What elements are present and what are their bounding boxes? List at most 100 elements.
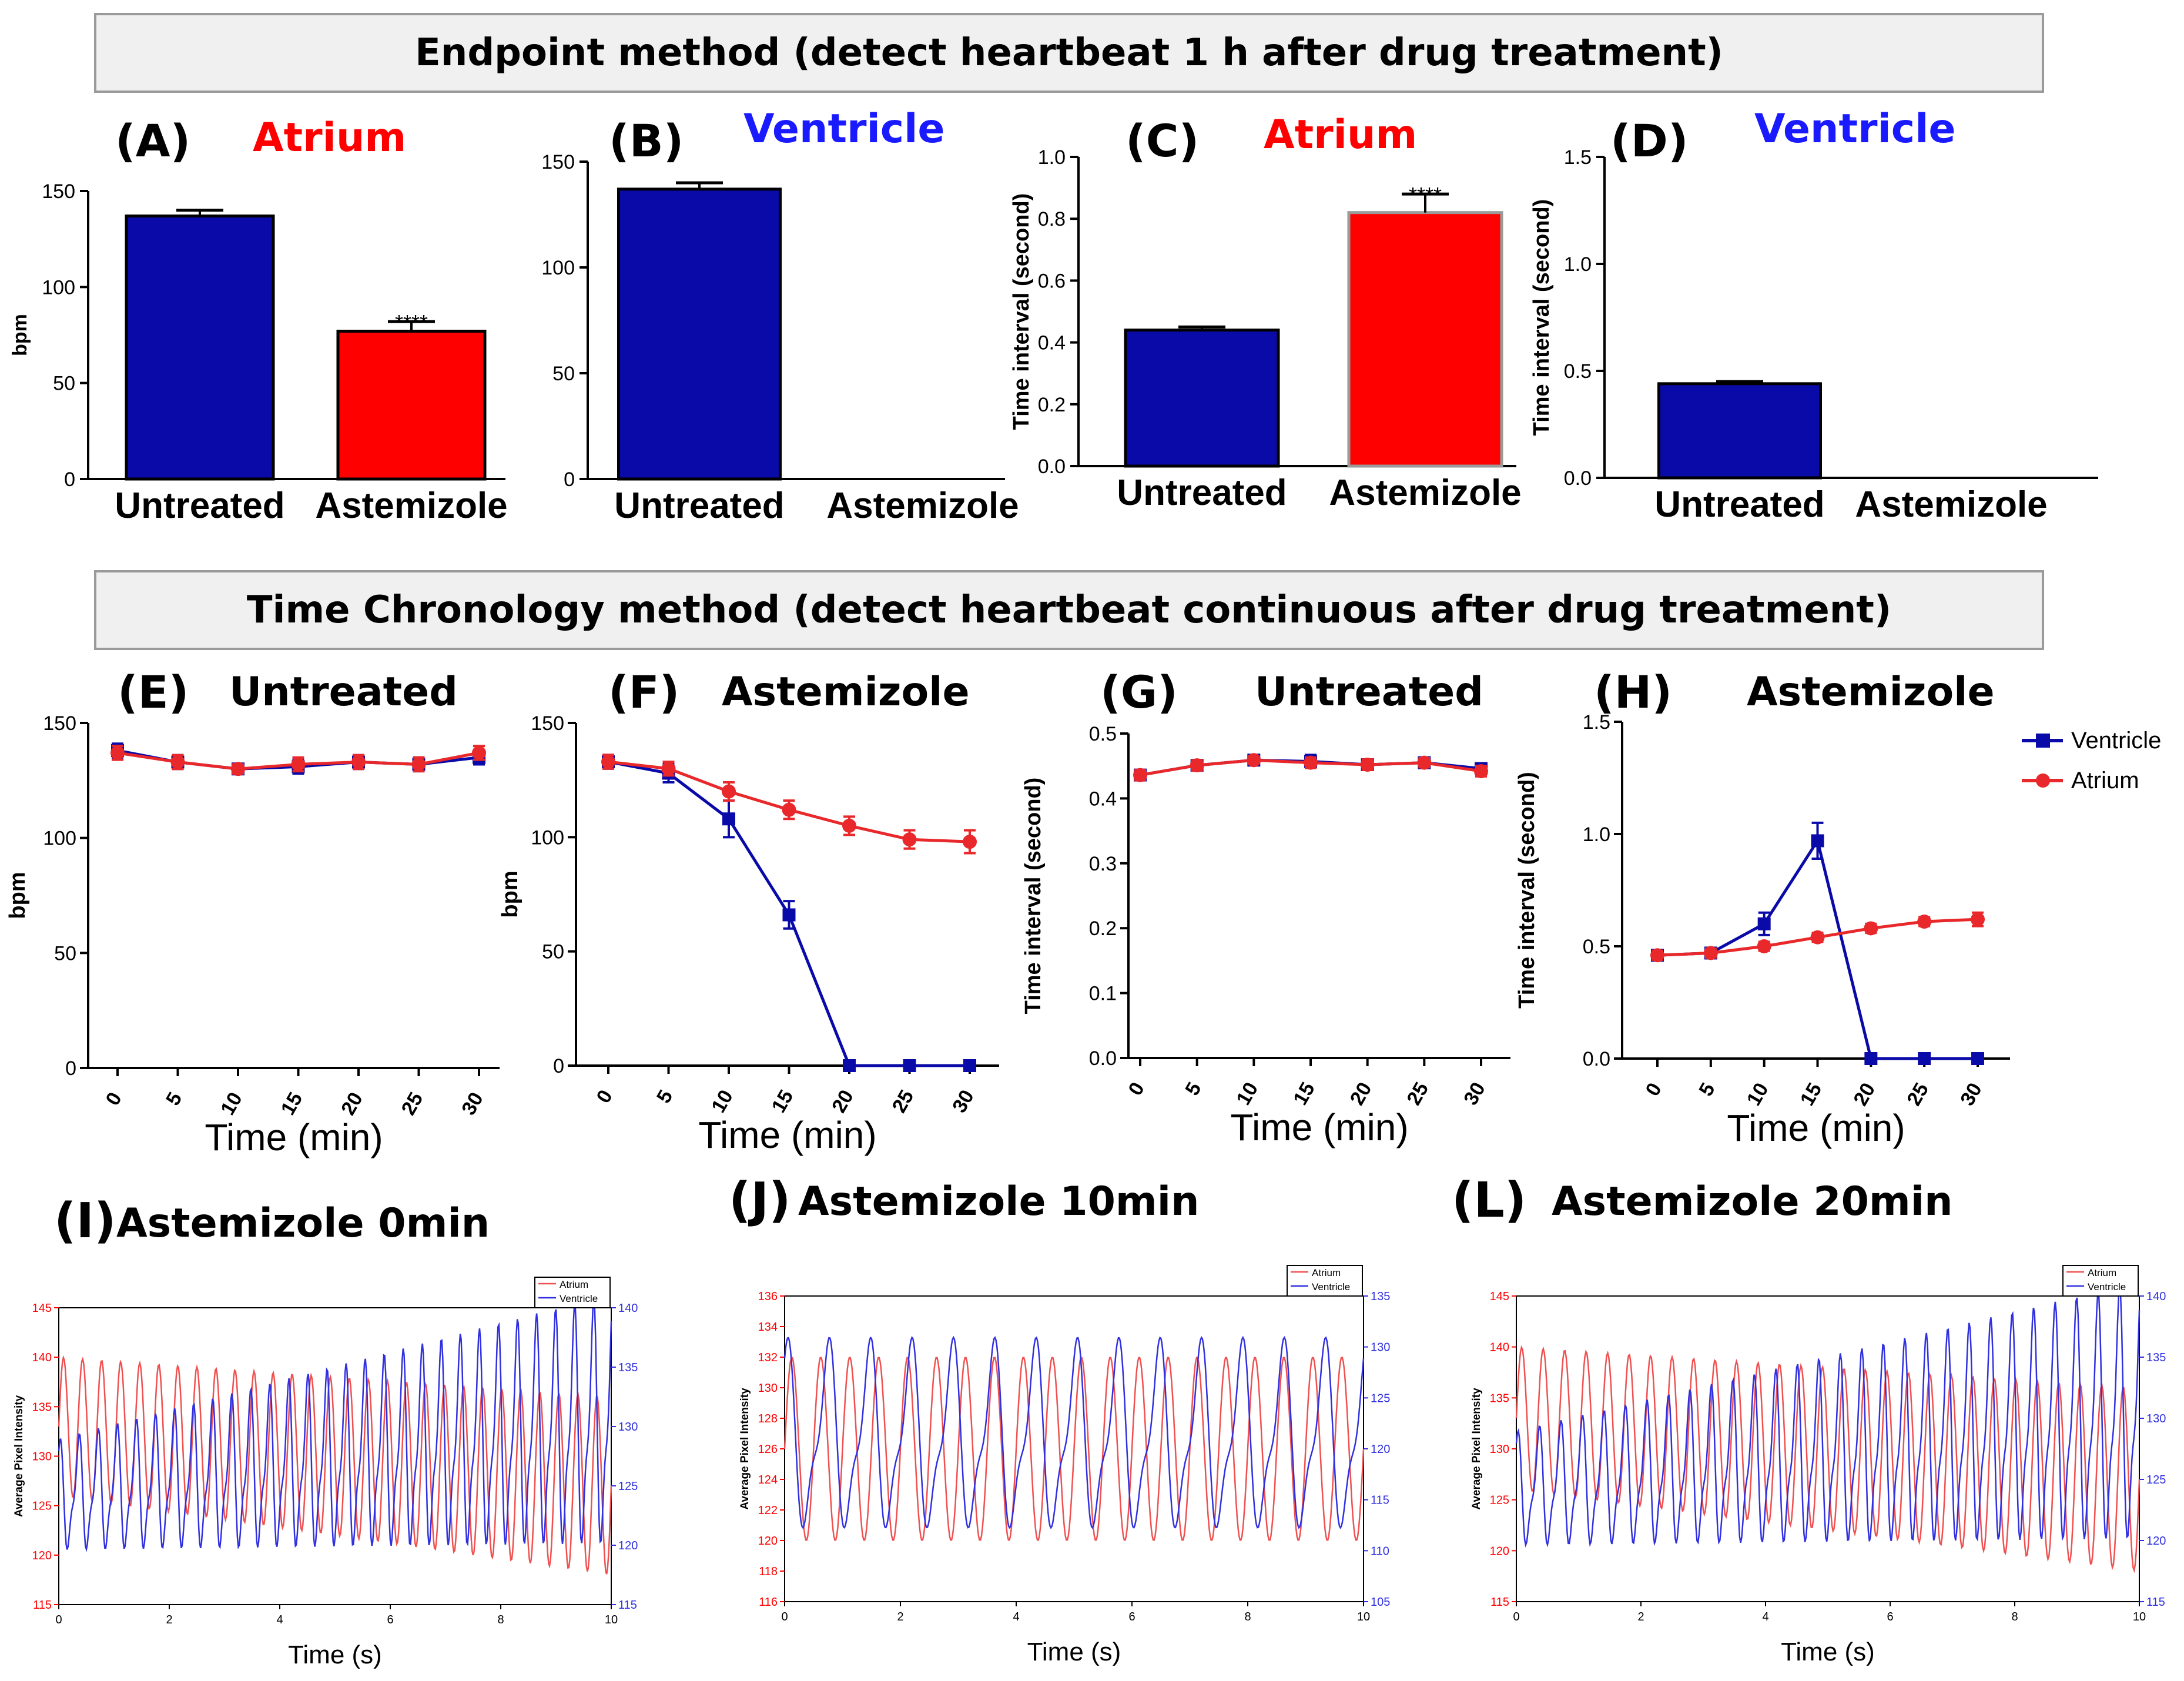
data-point-atrium bbox=[1247, 753, 1261, 768]
x-tick-label: 5 bbox=[162, 1089, 186, 1109]
x-category-label: Astemizole bbox=[826, 485, 1019, 526]
y-tick-label: 0 bbox=[553, 1055, 564, 1077]
x-category-label: Astemizole bbox=[315, 485, 507, 526]
y-left-tick-label: 145 bbox=[1490, 1290, 1509, 1303]
x-tick-label: 20 bbox=[337, 1089, 367, 1119]
y-left-tick-label: 130 bbox=[1490, 1443, 1509, 1456]
y-left-tick-label: 140 bbox=[32, 1351, 52, 1364]
waveform-legend-label: Atrium bbox=[2088, 1267, 2116, 1278]
trace-atrium bbox=[783, 1357, 1365, 1541]
data-point-atrium bbox=[1971, 912, 1985, 927]
x-tick-label: 8 bbox=[2011, 1610, 2018, 1623]
x-tick-label: 15 bbox=[768, 1086, 798, 1117]
data-point-atrium bbox=[1417, 755, 1432, 770]
waveform-legend-label: Atrium bbox=[1312, 1267, 1341, 1278]
y-tick-label: 0.0 bbox=[1583, 1048, 1610, 1070]
y-left-tick-label: 134 bbox=[758, 1321, 778, 1334]
y-left-tick-label: 120 bbox=[758, 1535, 778, 1548]
data-point-atrium bbox=[1810, 930, 1825, 945]
x-tick-label: 10 bbox=[1232, 1079, 1262, 1109]
bar-astemizole bbox=[336, 329, 487, 481]
y-tick-label: 0.5 bbox=[1564, 360, 1592, 383]
y-right-tick-label: 140 bbox=[618, 1302, 638, 1315]
waveform-legend-label: Ventricle bbox=[2088, 1281, 2126, 1292]
y-right-tick-label: 130 bbox=[618, 1421, 638, 1434]
y-axis-label: Time interval (second) bbox=[1009, 193, 1034, 430]
x-tick-label: 0 bbox=[102, 1089, 126, 1109]
y-tick-label: 0 bbox=[65, 1057, 76, 1080]
panel-e-title: Untreated bbox=[229, 669, 458, 715]
trace-atrium bbox=[58, 1355, 612, 1575]
y-left-tick-label: 145 bbox=[32, 1302, 52, 1315]
legend-swatch-atrium bbox=[2022, 773, 2063, 788]
data-point-atrium bbox=[842, 818, 856, 833]
waveform-legend-label: Ventricle bbox=[1312, 1281, 1350, 1292]
legend-item-ventricle: Ventricle bbox=[2022, 723, 2161, 758]
data-point-atrium bbox=[1190, 758, 1204, 773]
y-right-tick-label: 140 bbox=[2146, 1290, 2166, 1303]
y-tick-label: 0 bbox=[564, 468, 575, 491]
significance-label: **** bbox=[395, 310, 428, 334]
trace-ventricle bbox=[1515, 1286, 2141, 1548]
y-left-tick-label: 118 bbox=[759, 1565, 778, 1578]
data-point-ventricle bbox=[1811, 834, 1824, 848]
x-tick-label: 4 bbox=[1013, 1610, 1019, 1623]
y-tick-label: 0.2 bbox=[1089, 917, 1117, 940]
data-point-ventricle bbox=[843, 1059, 856, 1072]
waveform-legend-label: Atrium bbox=[560, 1279, 588, 1290]
y-left-tick-label: 135 bbox=[1490, 1392, 1509, 1405]
legend-item-atrium: Atrium bbox=[2022, 763, 2139, 798]
y-axis-label: Average Pixel Intensity bbox=[739, 1388, 751, 1510]
y-right-tick-label: 135 bbox=[2146, 1351, 2166, 1364]
x-tick-label: 6 bbox=[1887, 1610, 1893, 1623]
trace-ventricle bbox=[58, 1298, 612, 1552]
panel-l-title: Astemizole 20min bbox=[1552, 1178, 1953, 1225]
waveform-astemizole-20min: 115 120 125 130 135 140 145 115 120 125 130 135 140 0… bbox=[1470, 1265, 2166, 1666]
x-axis-label: Time (min) bbox=[1727, 1107, 1905, 1149]
x-tick-label: 10 bbox=[1743, 1079, 1773, 1110]
x-tick-label: 10 bbox=[2133, 1610, 2146, 1623]
bar-chart-ventricle-bpm: 0 50 100 150 Untreated Astemizole bbox=[541, 151, 1019, 526]
endpoint-method-banner: Endpoint method (detect heartbeat 1 h af… bbox=[94, 13, 2044, 93]
y-left-tick-label: 125 bbox=[1490, 1494, 1509, 1507]
line-chart-astemizole-interval: 0.0 0.5 1.0 1.5 0 5 10 15 20 25 30 Time (min) Time i… bbox=[1515, 711, 2010, 1149]
data-point-atrium bbox=[1757, 939, 1771, 953]
y-left-tick-label: 135 bbox=[32, 1401, 52, 1414]
x-tick-label: 8 bbox=[1244, 1610, 1251, 1623]
data-point-atrium bbox=[601, 755, 615, 769]
x-category-label: Astemizole bbox=[1329, 473, 1521, 513]
legend-label-atrium: Atrium bbox=[2071, 767, 2139, 793]
y-tick-label: 0 bbox=[64, 468, 75, 491]
x-tick-label: 5 bbox=[1181, 1079, 1205, 1099]
x-axis-label: Time (min) bbox=[698, 1114, 876, 1156]
y-tick-label: 1.0 bbox=[1583, 823, 1610, 846]
bar-untreated bbox=[617, 187, 782, 481]
panel-f-title: Astemizole bbox=[722, 669, 970, 715]
x-tick-label: 2 bbox=[1637, 1610, 1644, 1623]
significance-label: **** bbox=[1409, 183, 1442, 207]
y-tick-label: 50 bbox=[542, 941, 564, 963]
x-tick-label: 0 bbox=[592, 1086, 617, 1107]
panel-j-title: Astemizole 10min bbox=[798, 1178, 1200, 1225]
y-left-tick-label: 115 bbox=[1490, 1596, 1509, 1609]
bar-untreated bbox=[125, 214, 275, 481]
panel-i-title: Astemizole 0min bbox=[116, 1200, 490, 1247]
data-point-atrium bbox=[1703, 946, 1718, 960]
panel-c-title: Atrium bbox=[1264, 112, 1418, 158]
y-tick-label: 1.5 bbox=[1564, 146, 1592, 169]
x-tick-label: 20 bbox=[1849, 1079, 1880, 1110]
x-tick-label: 6 bbox=[387, 1613, 393, 1626]
y-tick-label: 0.5 bbox=[1089, 723, 1117, 745]
trace-ventricle bbox=[783, 1335, 1365, 1529]
y-right-tick-label: 125 bbox=[1371, 1392, 1390, 1405]
panel-l-label: (L) bbox=[1452, 1173, 1527, 1228]
y-right-tick-label: 130 bbox=[1371, 1341, 1390, 1354]
x-category-label: Untreated bbox=[614, 485, 784, 526]
data-point-atrium bbox=[170, 755, 185, 769]
chart-legend: Ventricle Atrium bbox=[2022, 723, 2180, 799]
y-axis-label: bpm bbox=[5, 872, 30, 919]
waveform-legend bbox=[2062, 1265, 2139, 1297]
data-point-ventricle bbox=[1864, 1052, 1878, 1065]
y-tick-label: 0.6 bbox=[1038, 270, 1066, 292]
y-left-tick-label: 140 bbox=[1490, 1341, 1509, 1354]
